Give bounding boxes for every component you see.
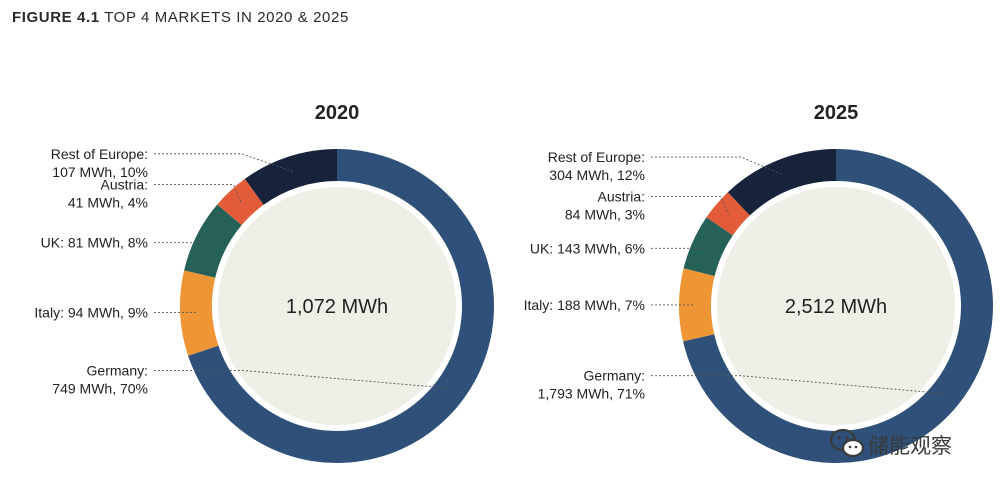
donut-center [717,187,955,425]
slice-label-uk: UK: 143 MWh, 6% [530,240,645,256]
leader-line-austria [154,184,242,203]
leader-line-austria [651,196,730,215]
chart-title: 2020 [315,102,360,124]
slice-austria [217,178,264,226]
total-label: 2,512 MWh [785,296,887,318]
total-label: 1,072 MWh [286,296,388,318]
slice-rest-of-europe [727,149,836,216]
donut-chart-2020: 2020 1,072 MWh Germany: 749 MWh, 70% Italy: … [34,102,494,463]
figure-title-text: TOP 4 MARKETS IN 2020 & 2025 [104,9,349,26]
slice-label-rest-of-europe: Rest of Europe: 107 MWh, 10% [51,146,148,180]
donut-chart-2025: 2025 2,512 MWh Germany: 1,793 MWh, 71% Italy… [524,102,993,464]
slice-rest-of-europe [244,149,337,205]
slice-label-austria: Austria: 84 MWh, 3% [565,189,645,223]
slice-uk [683,217,733,276]
slice-label-germany: Germany: 1,793 MWh, 71% [538,368,645,402]
figure-label: FIGURE 4.1 [12,9,100,26]
slice-uk [184,204,242,278]
donut-center [218,187,456,425]
watermark-text: 储能观察 [868,434,952,458]
figure-title: FIGURE 4.1 TOP 4 MARKETS IN 2020 & 2025 [12,9,349,26]
slice-label-rest-of-europe: Rest of Europe: 304 MWh, 12% [548,149,645,183]
slice-italy [679,268,715,342]
slice-label-italy: Italy: 188 MWh, 7% [524,297,645,313]
chart-title: 2025 [814,102,859,124]
watermark: 储能观察 [828,424,988,464]
leader-line-germany [651,375,947,395]
leader-line-rest-of-europe [651,156,784,176]
slice-label-germany: Germany: 749 MWh, 70% [52,362,148,396]
slice-italy [179,270,219,356]
leader-line-germany [154,369,452,389]
slice-label-austria: Austria: 41 MWh, 4% [68,177,148,211]
slice-label-italy: Italy: 94 MWh, 9% [34,305,148,321]
slice-label-uk: UK: 81 MWh, 8% [41,235,148,251]
leader-line-rest-of-europe [154,153,294,173]
wechat-icon [829,428,865,458]
